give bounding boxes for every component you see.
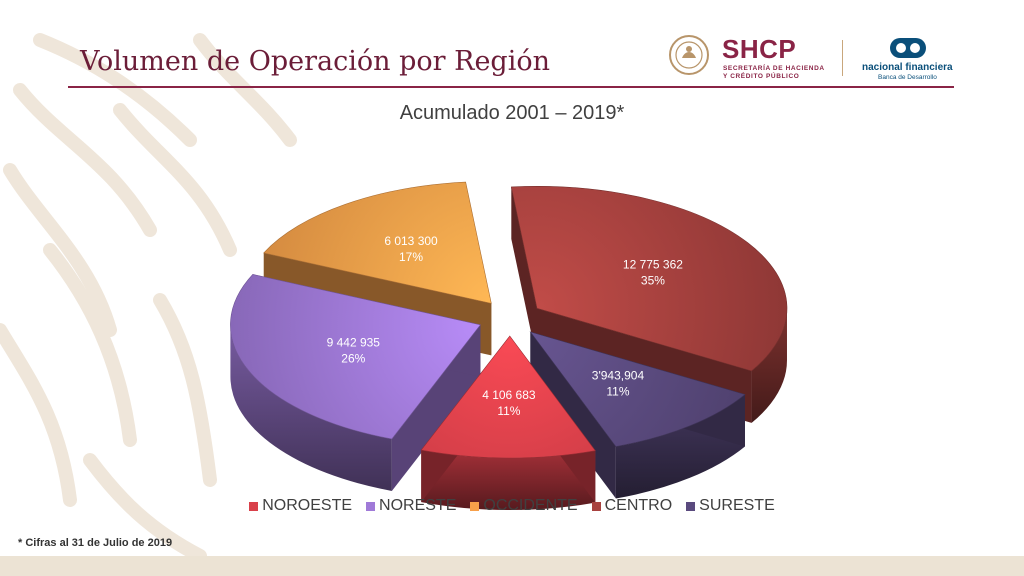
nafin-subtitle: Banca de Desarrollo [878, 74, 937, 81]
pie-slice-noreste [230, 274, 481, 491]
chart-title: Acumulado 2001 – 2019* [399, 102, 625, 124]
bottom-band [0, 556, 1024, 576]
data-label-value: 3'943,904 [592, 369, 645, 383]
pie-slice-top [230, 274, 481, 440]
logo-divider [842, 40, 843, 76]
nafin-logo-text: nacional financiera [862, 62, 953, 73]
chart-legend: NOROESTE NORESTE OCCIDENTE CENTRO SURESTE [0, 497, 1024, 515]
data-label-value: 9 442 935 [327, 335, 381, 349]
legend-swatch [366, 501, 376, 511]
pie-slice-top [510, 186, 788, 372]
pie-slice-top [263, 181, 492, 304]
pie-slice-top [529, 331, 746, 447]
legend-label: OCCIDENTE [483, 497, 578, 514]
shcp-subtitle: SECRETARÍA DE HACIENDA Y CRÉDITO PÚBLICO [723, 65, 825, 80]
legend-label: NOROESTE [262, 497, 353, 514]
legend-item-noreste: NORESTE [366, 497, 456, 515]
legend-item-noroeste: NOROESTE [249, 497, 352, 515]
legend-swatch [249, 501, 259, 511]
nafin-logo-icon [890, 38, 926, 58]
pie-slice-wall [751, 308, 787, 423]
data-label-percent: 35% [641, 273, 665, 287]
header-logos: SHCP SECRETARÍA DE HACIENDA Y CRÉDITO PÚ… [666, 30, 966, 86]
data-label-value: 4 106 683 [482, 388, 536, 402]
pie-slice-noroeste [420, 335, 596, 510]
data-label-value: 12 775 362 [623, 257, 683, 271]
pie-slice-side [511, 186, 537, 361]
legend-item-centro: CENTRO [591, 497, 673, 515]
legend-label: NORESTE [379, 497, 457, 514]
pie-slice-wall [230, 324, 392, 491]
data-label-percent: 17% [399, 250, 423, 264]
legend-label: CENTRO [604, 497, 673, 514]
legend-swatch [591, 501, 601, 511]
legend-swatch [686, 501, 696, 511]
shcp-logo-text: SHCP [722, 34, 797, 64]
shcp-seal-icon [669, 35, 709, 75]
legend-swatch [470, 501, 480, 511]
title-divider [68, 86, 954, 88]
pie-slice-wall [421, 450, 596, 510]
data-label-percent: 11% [606, 385, 629, 399]
legend-label: SURESTE [699, 497, 775, 514]
legend-item-sureste: SURESTE [686, 497, 775, 515]
data-label-percent: 11% [497, 404, 520, 418]
data-label-percent: 26% [341, 351, 365, 365]
footnote: * Cifras al 31 de Julio de 2019 [18, 537, 173, 549]
pie-slice-top [420, 335, 596, 459]
data-label-value: 6 013 300 [384, 234, 438, 248]
legend-item-occidente: OCCIDENTE [470, 497, 578, 515]
page-title: Volumen de Operación por Región [80, 46, 550, 77]
